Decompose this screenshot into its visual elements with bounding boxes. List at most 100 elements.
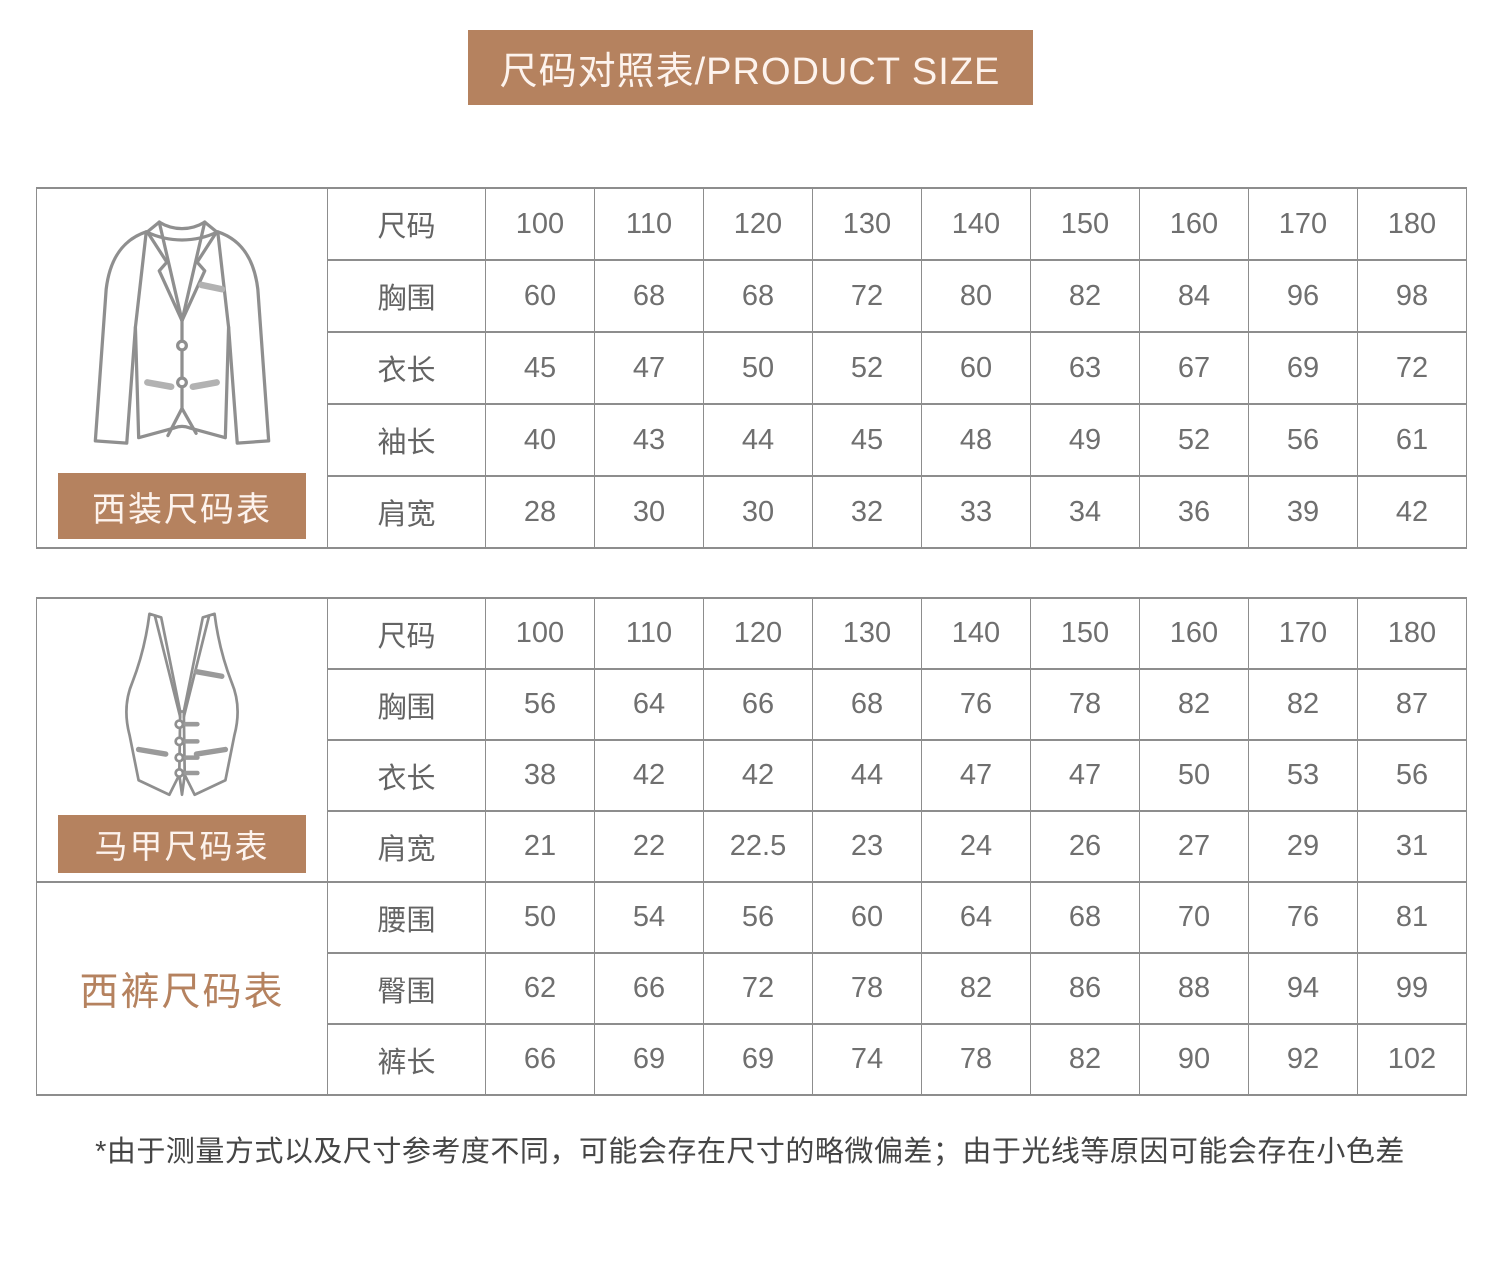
size-value-cell: 28 (485, 475, 595, 549)
size-value-cell: 68 (812, 668, 922, 741)
size-value-cell: 32 (812, 475, 922, 549)
size-value-cell: 100 (485, 597, 595, 670)
size-value-cell: 100 (485, 187, 595, 261)
vest-illustration-cell: 马甲尺码表 (36, 597, 328, 883)
size-value-cell: 38 (485, 739, 595, 812)
size-value-cell: 140 (921, 597, 1031, 670)
size-value-cell: 23 (812, 810, 922, 883)
table-row: 胸围 56 64 66 68 76 78 82 82 87 (37, 668, 1467, 741)
row-label: 衣长 (327, 331, 486, 405)
size-value-cell: 53 (1248, 739, 1358, 812)
size-value-cell: 56 (703, 881, 813, 954)
size-value-cell: 82 (1030, 1023, 1140, 1096)
size-value-cell: 88 (1139, 952, 1249, 1025)
size-value-cell: 68 (1030, 881, 1140, 954)
vest-table-badge: 马甲尺码表 (58, 815, 306, 873)
size-value-cell: 170 (1248, 187, 1358, 261)
size-value-cell: 26 (1030, 810, 1140, 883)
row-label: 肩宽 (327, 810, 486, 883)
suit-illustration-cell: 西装尺码表 (36, 187, 328, 549)
size-value-cell: 99 (1357, 952, 1467, 1025)
table-row: 臀围 62 66 72 78 82 86 88 94 99 (37, 952, 1467, 1025)
size-value-cell: 130 (812, 187, 922, 261)
row-label: 胸围 (327, 259, 486, 333)
size-value-cell: 56 (1357, 739, 1467, 812)
size-value-cell: 39 (1248, 475, 1358, 549)
size-value-cell: 61 (1357, 403, 1467, 477)
table-row: 西装尺码表 尺码 100 110 120 130 140 150 160 170 180 (36, 187, 1467, 549)
suit-jacket-icon (93, 220, 271, 445)
suit-table-badge: 西装尺码表 (58, 473, 306, 539)
table-row: 衣长 38 42 42 44 47 47 50 53 56 (37, 739, 1467, 812)
size-value-cell: 33 (921, 475, 1031, 549)
page-title: 尺码对照表/PRODUCT SIZE (467, 30, 1033, 105)
size-value-cell: 45 (812, 403, 922, 477)
table-row: 肩宽 28 30 30 32 33 34 36 39 42 (37, 475, 1467, 549)
size-value-cell: 80 (921, 259, 1031, 333)
size-value-cell: 42 (1357, 475, 1467, 549)
size-value-cell: 110 (594, 187, 704, 261)
size-value-cell: 64 (594, 668, 704, 741)
size-value-cell: 49 (1030, 403, 1140, 477)
size-value-cell: 120 (703, 597, 813, 670)
table-row: 肩宽 21 22 22.5 23 24 26 27 29 31 (37, 810, 1467, 883)
size-value-cell: 69 (594, 1023, 704, 1096)
table-row: 马甲尺码表 尺码 100 110 120 130 140 150 160 170 180 (36, 597, 1467, 883)
size-value-cell: 66 (703, 668, 813, 741)
size-value-cell: 67 (1139, 331, 1249, 405)
size-value-cell: 81 (1357, 881, 1467, 954)
size-value-cell: 47 (1030, 739, 1140, 812)
row-label: 裤长 (327, 1023, 486, 1096)
size-value-cell: 180 (1357, 597, 1467, 670)
size-value-cell: 68 (594, 259, 704, 333)
size-value-cell: 92 (1248, 1023, 1358, 1096)
size-value-cell: 31 (1357, 810, 1467, 883)
size-value-cell: 82 (921, 952, 1031, 1025)
size-value-cell: 30 (594, 475, 704, 549)
size-value-cell: 68 (703, 259, 813, 333)
size-value-cell: 70 (1139, 881, 1249, 954)
size-value-cell: 90 (1139, 1023, 1249, 1096)
size-value-cell: 78 (812, 952, 922, 1025)
vest-table-badge-text: 马甲尺码表 (94, 828, 270, 865)
row-label: 衣长 (327, 739, 486, 812)
size-value-cell: 40 (485, 403, 595, 477)
row-label: 袖长 (327, 403, 486, 477)
size-value-cell: 44 (703, 403, 813, 477)
size-value-cell: 69 (703, 1023, 813, 1096)
size-value-cell: 54 (594, 881, 704, 954)
suit-size-table: 西装尺码表 尺码 100 110 120 130 140 150 160 170 180 胸围 60… (36, 187, 1467, 549)
size-value-cell: 96 (1248, 259, 1358, 333)
size-value-cell: 52 (1139, 403, 1249, 477)
size-value-cell: 140 (921, 187, 1031, 261)
table-row: 胸围 60 68 68 72 80 82 84 96 98 (37, 259, 1467, 333)
size-value-cell: 150 (1030, 597, 1140, 670)
footnote: *由于测量方式以及尺寸参考度不同，可能会存在尺寸的略微偏差；由于光线等原因可能会… (95, 1136, 1405, 1168)
table-row: 裤长 66 69 69 74 78 82 90 92 102 (37, 1023, 1467, 1096)
size-value-cell: 24 (921, 810, 1031, 883)
size-value-cell: 52 (812, 331, 922, 405)
size-value-cell: 160 (1139, 187, 1249, 261)
row-label: 尺码 (327, 597, 486, 670)
size-value-cell: 42 (703, 739, 813, 812)
vest-icon (125, 612, 239, 797)
row-label: 胸围 (327, 668, 486, 741)
size-value-cell: 64 (921, 881, 1031, 954)
size-value-cell: 60 (485, 259, 595, 333)
size-value-cell: 56 (1248, 403, 1358, 477)
size-value-cell: 29 (1248, 810, 1358, 883)
size-value-cell: 50 (1139, 739, 1249, 812)
size-value-cell: 76 (921, 668, 1031, 741)
row-label: 肩宽 (327, 475, 486, 549)
pants-section-label: 西裤尺码表 (36, 881, 328, 1096)
table-row: 衣长 45 47 50 52 60 63 67 69 72 (37, 331, 1467, 405)
size-value-cell: 66 (594, 952, 704, 1025)
size-value-cell: 86 (1030, 952, 1140, 1025)
size-value-cell: 78 (921, 1023, 1031, 1096)
size-value-cell: 60 (812, 881, 922, 954)
size-value-cell: 98 (1357, 259, 1467, 333)
size-value-cell: 22.5 (703, 810, 813, 883)
size-value-cell: 82 (1248, 668, 1358, 741)
size-value-cell: 42 (594, 739, 704, 812)
size-value-cell: 56 (485, 668, 595, 741)
